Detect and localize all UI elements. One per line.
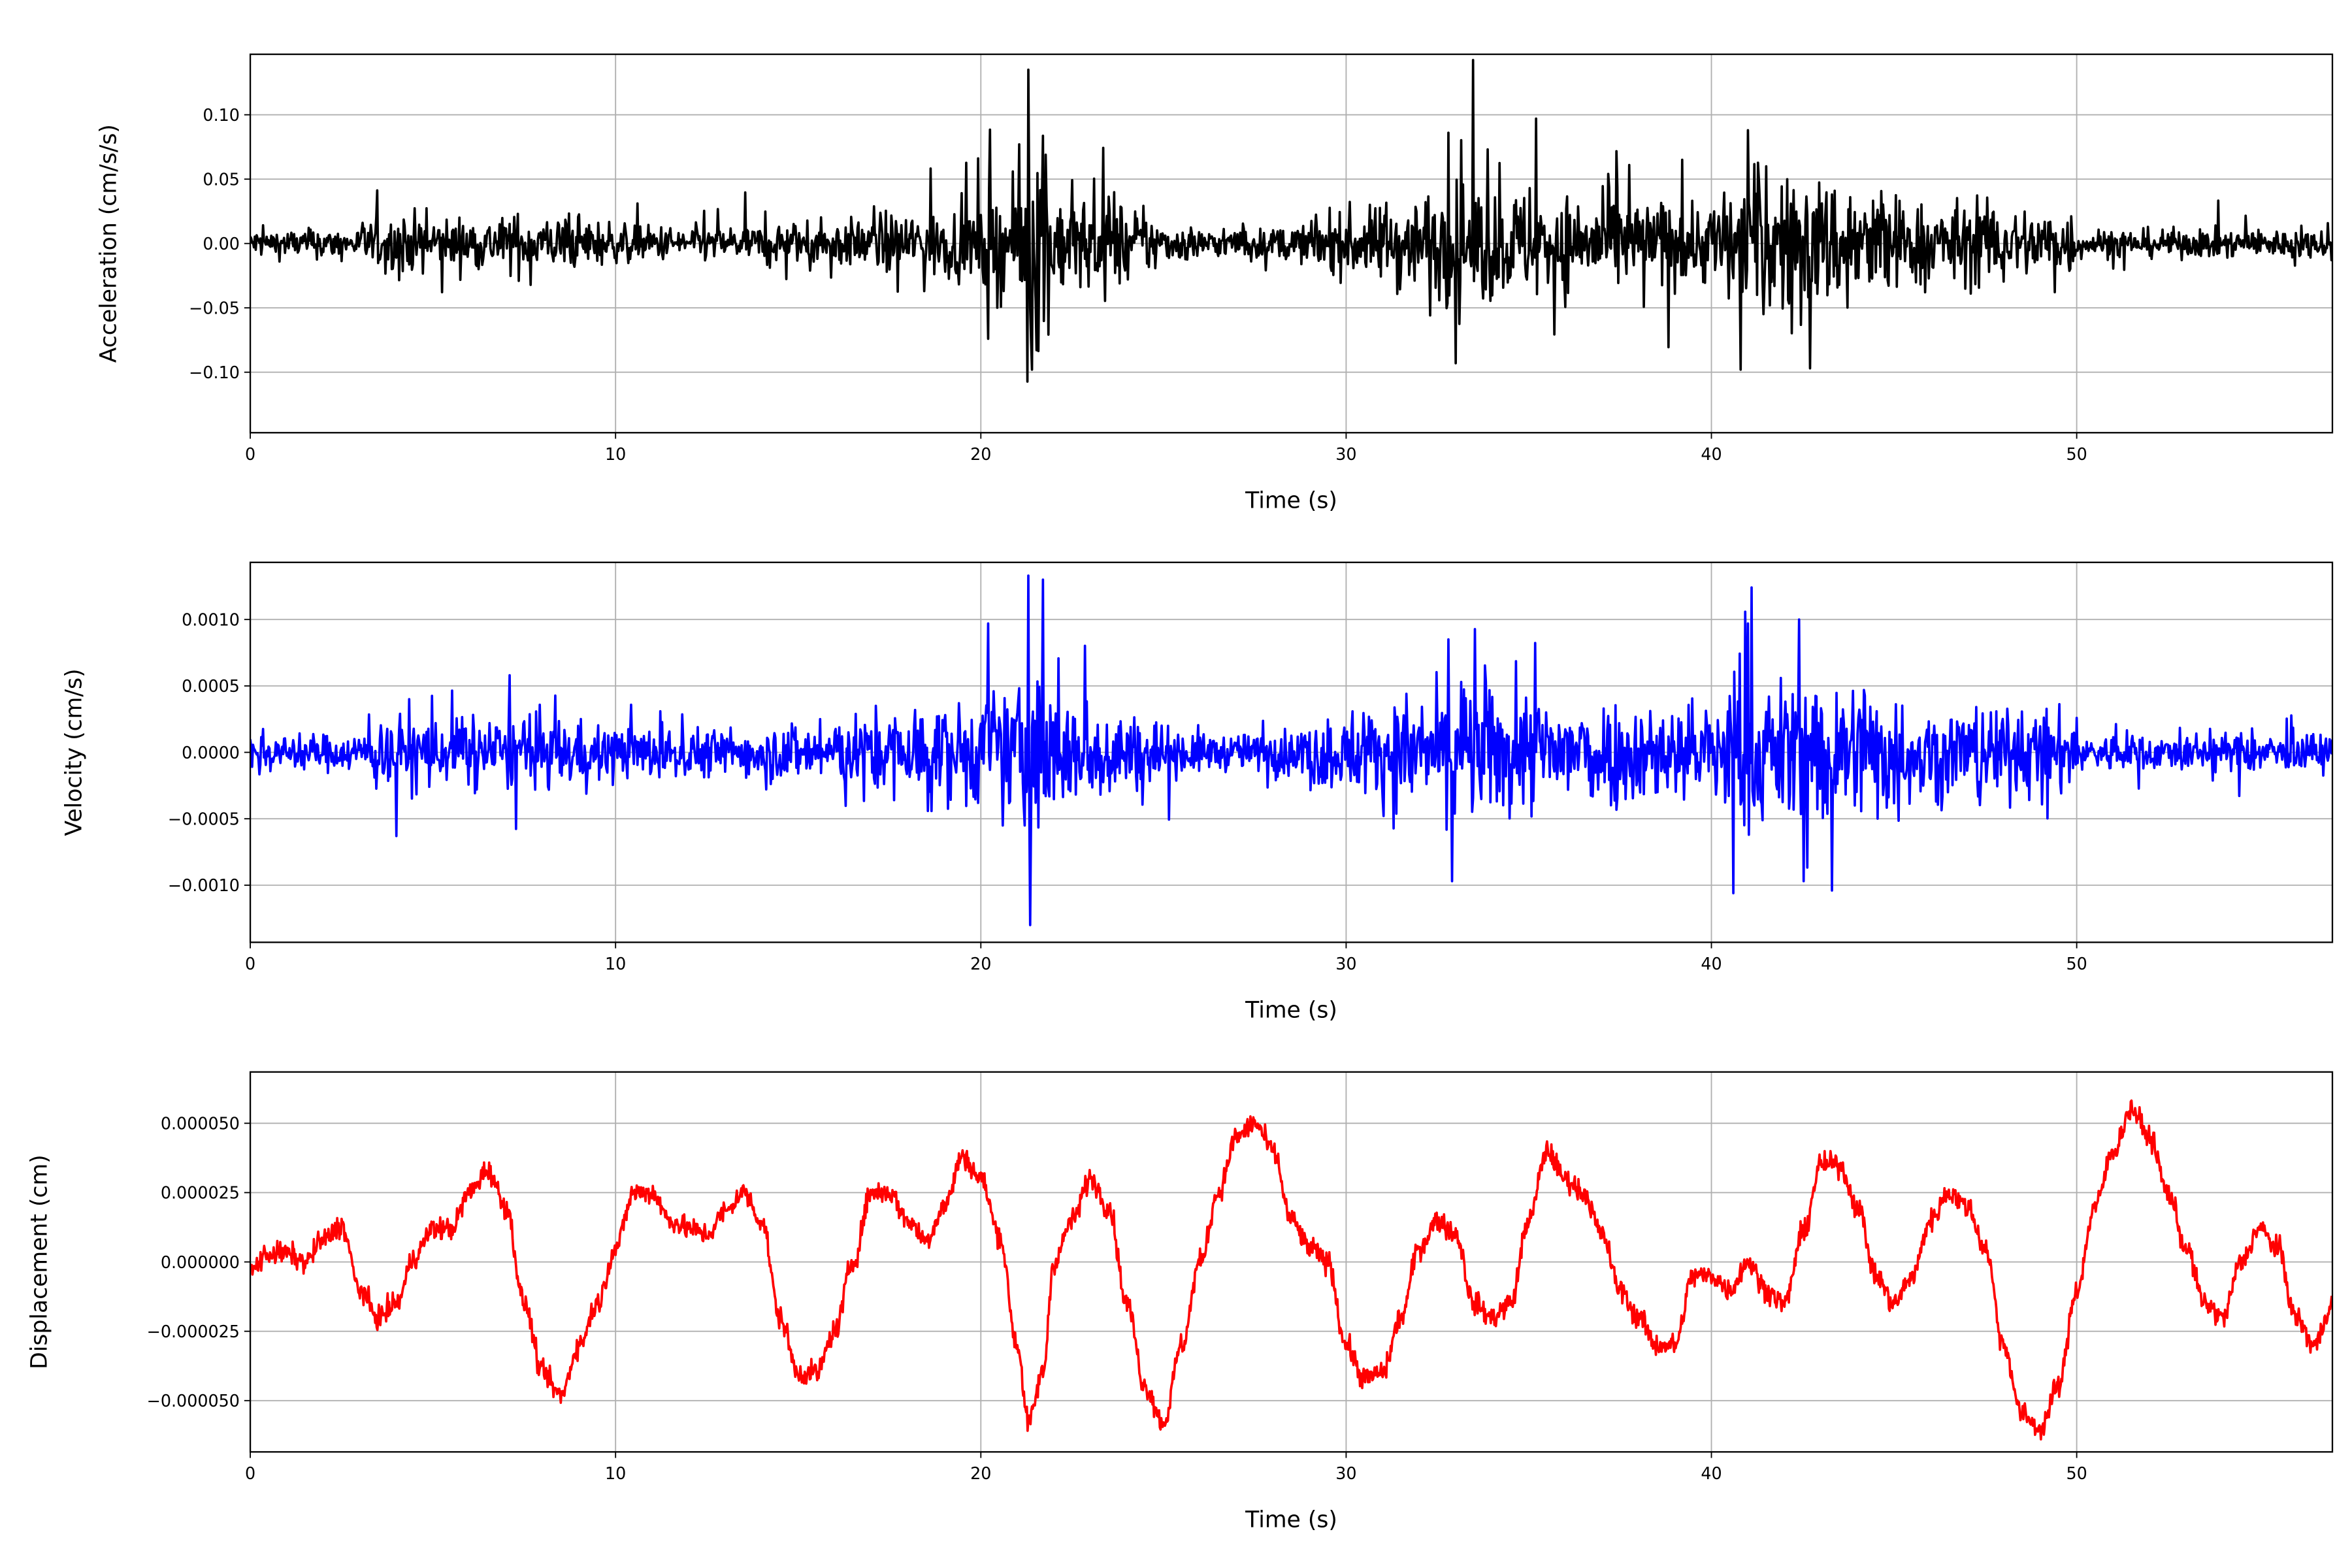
acceleration-series-line xyxy=(250,59,2332,383)
x-tick-label: 10 xyxy=(605,1463,626,1483)
y-tick-label: −0.0010 xyxy=(168,875,240,895)
x-tick-label: 10 xyxy=(605,444,626,464)
y-tick-label: 0.000025 xyxy=(161,1183,240,1203)
x-axis-label: Time (s) xyxy=(1245,1507,1337,1533)
displacement-series-line xyxy=(250,1099,2332,1441)
x-tick-label: 30 xyxy=(1335,1463,1356,1483)
y-axis-label: Displacement (cm) xyxy=(27,1154,53,1369)
y-tick-label: −0.10 xyxy=(189,363,240,382)
y-tick-label: 0.10 xyxy=(203,105,240,125)
x-tick-label: 20 xyxy=(970,444,991,464)
y-tick-label: 0.05 xyxy=(203,169,240,189)
x-tick-label: 0 xyxy=(245,444,255,464)
x-axis-label: Time (s) xyxy=(1245,488,1337,514)
y-axis-label: Velocity (cm/s) xyxy=(61,668,88,836)
displacement-panel: 0 10 20 30 40 50 0.000050 0.000025 0.000000 −0.00… xyxy=(27,1071,2334,1533)
x-tick-label: 30 xyxy=(1335,954,1356,973)
x-tick-label: 20 xyxy=(970,1463,991,1483)
x-tick-label: 30 xyxy=(1335,444,1356,464)
x-tick-label: 40 xyxy=(1701,1463,1722,1483)
y-tick-label: 0.0010 xyxy=(182,610,240,629)
y-tick-label: 0.000050 xyxy=(161,1114,240,1134)
y-tick-label: 0.0005 xyxy=(182,676,240,696)
x-tick-label: 50 xyxy=(2066,954,2087,973)
y-tick-label: −0.000025 xyxy=(147,1322,240,1341)
x-tick-label: 50 xyxy=(2066,1463,2087,1483)
y-tick-label: 0.000000 xyxy=(161,1252,240,1272)
velocity-panel: 0 10 20 30 40 50 0.0010 0.0005 0.0000 −0.0005 −0.0… xyxy=(61,561,2334,1024)
y-tick-label: 0.00 xyxy=(203,234,240,253)
x-tick-label: 20 xyxy=(970,954,991,973)
x-tick-label: 0 xyxy=(245,1463,255,1483)
y-tick-label: −0.000050 xyxy=(147,1391,240,1411)
axes-frame xyxy=(249,1071,2334,1453)
x-tick-label: 40 xyxy=(1701,444,1722,464)
x-tick-label: 10 xyxy=(605,954,626,973)
y-tick-label: −0.05 xyxy=(189,298,240,318)
axes-frame xyxy=(249,53,2334,434)
y-tick-label: −0.0005 xyxy=(168,809,240,828)
x-tick-label: 50 xyxy=(2066,444,2087,464)
x-axis-label: Time (s) xyxy=(1245,998,1337,1024)
velocity-series-line xyxy=(250,574,2332,926)
acceleration-panel: 0 10 20 30 40 50 0.10 0.05 0.00 −0.05 −0.10 Time (s… xyxy=(96,53,2334,514)
x-tick-label: 40 xyxy=(1701,954,1722,973)
y-axis-label: Acceleration (cm/s/s) xyxy=(96,124,122,363)
axes-frame xyxy=(249,561,2334,943)
x-tick-label: 0 xyxy=(245,954,255,973)
y-tick-label: 0.0000 xyxy=(182,743,240,762)
